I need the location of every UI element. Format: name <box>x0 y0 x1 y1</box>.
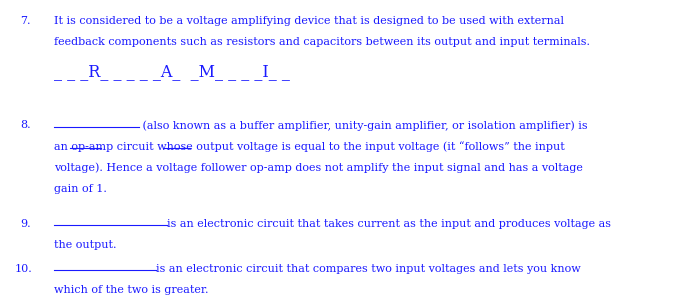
Text: gain of 1.: gain of 1. <box>54 184 107 194</box>
Text: 10.: 10. <box>15 264 32 274</box>
Text: the output.: the output. <box>54 240 117 250</box>
Text: 9.: 9. <box>20 219 30 229</box>
Text: an op-amp circuit whose output voltage is equal to the input voltage (it “follow: an op-amp circuit whose output voltage i… <box>54 141 565 152</box>
Text: 8.: 8. <box>20 120 30 131</box>
Text: is an electronic circuit that takes current as the input and produces voltage as: is an electronic circuit that takes curr… <box>167 219 611 229</box>
Text: (also known as a buffer amplifier, unity-gain amplifier, or isolation amplifier): (also known as a buffer amplifier, unity… <box>139 120 588 131</box>
Text: voltage). Hence a voltage follower op-amp does not amplify the input signal and : voltage). Hence a voltage follower op-am… <box>54 163 583 173</box>
Text: feedback components such as resistors and capacitors between its output and inpu: feedback components such as resistors an… <box>54 37 590 47</box>
Text: 7.: 7. <box>20 16 30 26</box>
Text: _ _ _R_ _ _ _ _A_  _M_ _ _ _I_ _: _ _ _R_ _ _ _ _A_ _M_ _ _ _I_ _ <box>54 64 290 81</box>
Text: is an electronic circuit that compares two input voltages and lets you know: is an electronic circuit that compares t… <box>156 264 581 274</box>
Text: It is considered to be a voltage amplifying device that is designed to be used w: It is considered to be a voltage amplify… <box>54 16 564 26</box>
Text: which of the two is greater.: which of the two is greater. <box>54 285 208 295</box>
